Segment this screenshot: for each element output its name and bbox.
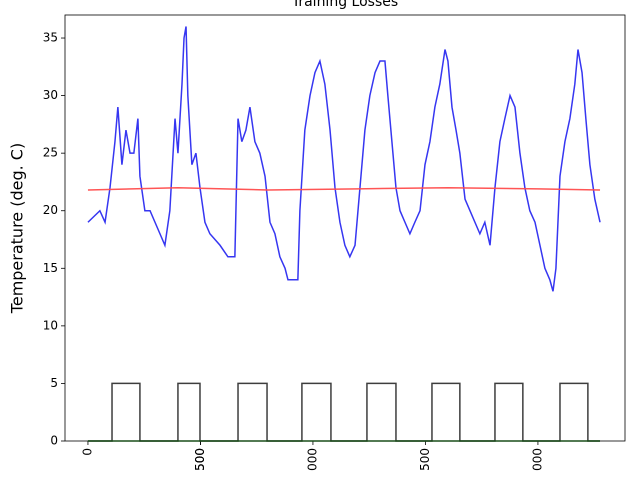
y-axis-label: Temperature (deg. C) bbox=[8, 143, 27, 314]
x-tick-label: 000 bbox=[530, 448, 544, 471]
y-tick-label: 10 bbox=[43, 318, 58, 332]
line-series bbox=[87, 186, 601, 191]
y-tick-label: 30 bbox=[43, 88, 58, 102]
x-tick-label: 500 bbox=[193, 448, 207, 471]
line-series bbox=[87, 26, 601, 292]
chart-title: Training Losses bbox=[291, 0, 398, 10]
y-tick-label: 5 bbox=[50, 376, 58, 390]
line-series bbox=[87, 382, 601, 442]
x-tick-label: 0 bbox=[80, 448, 94, 456]
y-tick-label: 15 bbox=[43, 261, 58, 275]
y-tick-label: 0 bbox=[50, 434, 58, 448]
plot-frame bbox=[64, 14, 626, 442]
x-tick-label: 500 bbox=[418, 448, 432, 471]
y-tick-label: 20 bbox=[43, 203, 58, 217]
x-tick-label: 500 bbox=[193, 448, 207, 471]
y-tick-label: 25 bbox=[43, 146, 58, 160]
y-tick-label: 35 bbox=[43, 31, 58, 45]
x-tick-label: 000 bbox=[305, 448, 319, 471]
